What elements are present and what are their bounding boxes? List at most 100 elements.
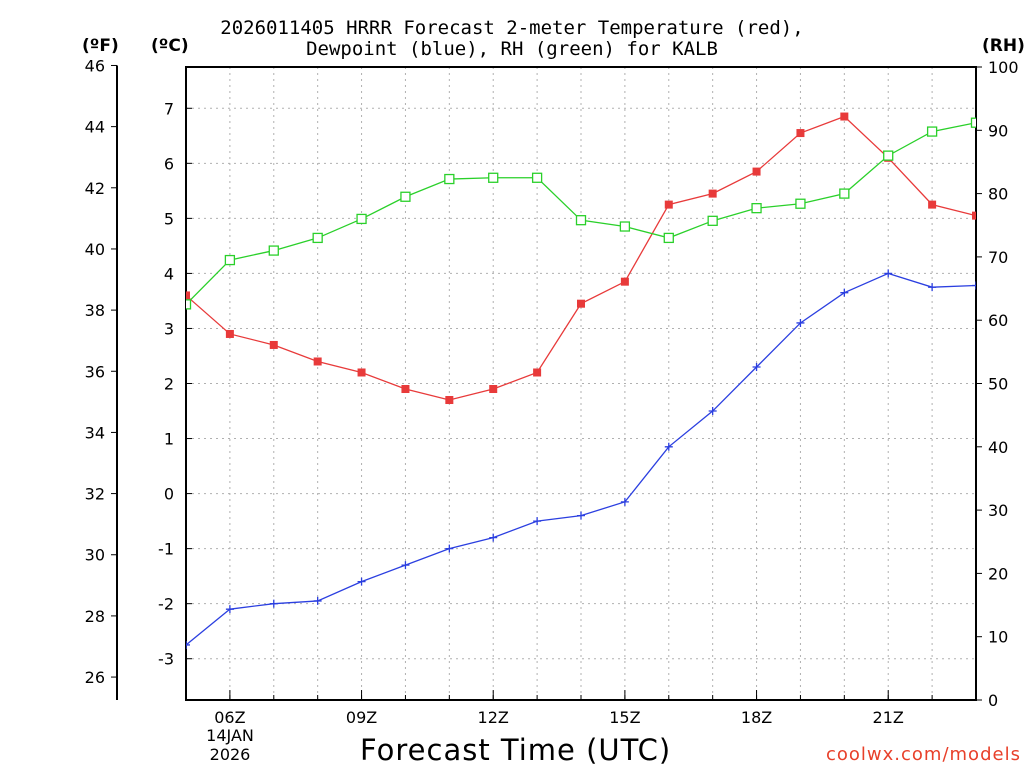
celsius-tick-label: 5 (164, 209, 174, 228)
x-tick-label: 18Z (741, 708, 772, 727)
temperature-point (708, 189, 717, 198)
rh-tick-label: 80 (988, 185, 1008, 204)
grid-lines (186, 67, 976, 700)
rh-point (312, 232, 323, 244)
dewpoint-point (796, 318, 805, 327)
celsius-axis-label: (ºC) (151, 36, 189, 56)
rh-axis-label: (RH) (982, 36, 1024, 56)
fahrenheit-tick-label: 42 (85, 179, 105, 198)
rh-point (619, 221, 631, 232)
celsius-tick-label: 6 (164, 154, 174, 173)
celsius-tick-label: 0 (164, 485, 174, 504)
celsius-tick-label: 1 (164, 430, 174, 449)
fahrenheit-tick-label: 32 (85, 485, 105, 504)
rh-point (356, 213, 367, 225)
fahrenheit-tick-label: 28 (85, 607, 105, 626)
credit-text: coolwx.com/models (826, 744, 1021, 765)
temperature-point (269, 340, 278, 349)
rh-point (663, 232, 674, 244)
rh-point (575, 215, 587, 226)
dewpoint-point (840, 288, 849, 297)
dewpoint-point (313, 596, 322, 605)
temperature-point (186, 291, 190, 300)
rh-series (186, 117, 976, 310)
dewpoint-point (445, 544, 454, 553)
rh-point (224, 254, 236, 266)
fahrenheit-tick-label: 40 (85, 240, 105, 259)
temperature-point (533, 368, 542, 377)
dewpoint-point (620, 497, 629, 506)
rh-point (883, 150, 894, 161)
rh-tick-label: 20 (988, 564, 1008, 583)
dewpoint-point (664, 442, 673, 451)
rh-point (926, 126, 938, 137)
temperature-point (401, 385, 410, 394)
chart-title-line-2: Dewpoint (blue), RH (green) for KALB (306, 38, 718, 60)
dewpoint-point (357, 577, 366, 586)
fahrenheit-tick-label: 34 (85, 423, 105, 442)
temperature-point (577, 299, 585, 308)
rh-point (707, 215, 718, 226)
dewpoint-point (752, 362, 761, 371)
temperature-point (489, 385, 498, 394)
dewpoint-point (186, 640, 190, 649)
temperature-point (357, 368, 366, 377)
rh-point (488, 172, 499, 183)
celsius-tick-label: -3 (158, 650, 174, 669)
plot-frame (185, 66, 977, 701)
x-tick-label: 09Z (346, 708, 377, 727)
date-year-label: 2026 (209, 745, 251, 764)
rh-point (400, 191, 411, 202)
fahrenheit-tick-label: 44 (85, 118, 105, 137)
celsius-tick-label: -1 (158, 540, 174, 559)
rh-tick-label: 30 (988, 501, 1008, 520)
dewpoint-point (225, 605, 234, 614)
dewpoint-point (708, 407, 717, 416)
fahrenheit-tick-label: 26 (85, 668, 105, 687)
fahrenheit-tick-label: 30 (85, 546, 105, 565)
celsius-tick-label: -2 (158, 595, 174, 614)
rh-point (444, 173, 455, 185)
temperature-point (445, 396, 454, 405)
dewpoint-point (972, 281, 976, 290)
dewpoint-point (489, 533, 498, 542)
chart-title-line-1: 2026011405 HRRR Forecast 2-meter Tempera… (220, 17, 804, 39)
dewpoint-point (401, 561, 410, 570)
fahrenheit-tick-label: 46 (85, 56, 105, 75)
x-tick-label: 15Z (609, 708, 640, 727)
dewpoint-point (884, 269, 893, 278)
rh-tick-label: 60 (988, 311, 1008, 330)
temperature-point (796, 129, 805, 138)
rh-tick-label: 10 (988, 628, 1008, 647)
temperature-point (664, 200, 673, 209)
x-tick-label: 12Z (478, 708, 509, 727)
rh-tick-label: 0 (988, 691, 998, 710)
rh-point (186, 299, 192, 310)
rh-tick-label: 70 (988, 248, 1008, 267)
rh-point (751, 203, 762, 214)
rh-tick-label: 100 (988, 58, 1019, 77)
dewpoint-point (928, 283, 937, 292)
date-day-label: 14JAN (206, 726, 254, 745)
rh-tick-label: 50 (988, 375, 1008, 394)
fahrenheit-tick-label: 38 (85, 301, 105, 320)
fahrenheit-tick-label: 36 (85, 362, 105, 381)
temperature-point (972, 211, 976, 220)
temperature-point (928, 200, 937, 209)
x-tick-label: 06Z (214, 708, 245, 727)
rh-tick-label: 90 (988, 121, 1008, 140)
dewpoint-series (186, 269, 976, 649)
temperature-point (313, 357, 322, 366)
temperature-series (186, 112, 976, 405)
dewpoint-point (577, 511, 585, 520)
rh-tick-label: 40 (988, 438, 1008, 457)
temperature-point (840, 112, 849, 121)
celsius-tick-label: 7 (164, 99, 174, 118)
rh-point (795, 198, 806, 209)
rh-point (970, 117, 976, 128)
celsius-tick-label: 2 (164, 375, 174, 394)
fahrenheit-axis-label: (ºF) (82, 36, 119, 56)
x-axis-title: Forecast Time (UTC) (360, 733, 672, 767)
temperature-point (620, 277, 629, 286)
